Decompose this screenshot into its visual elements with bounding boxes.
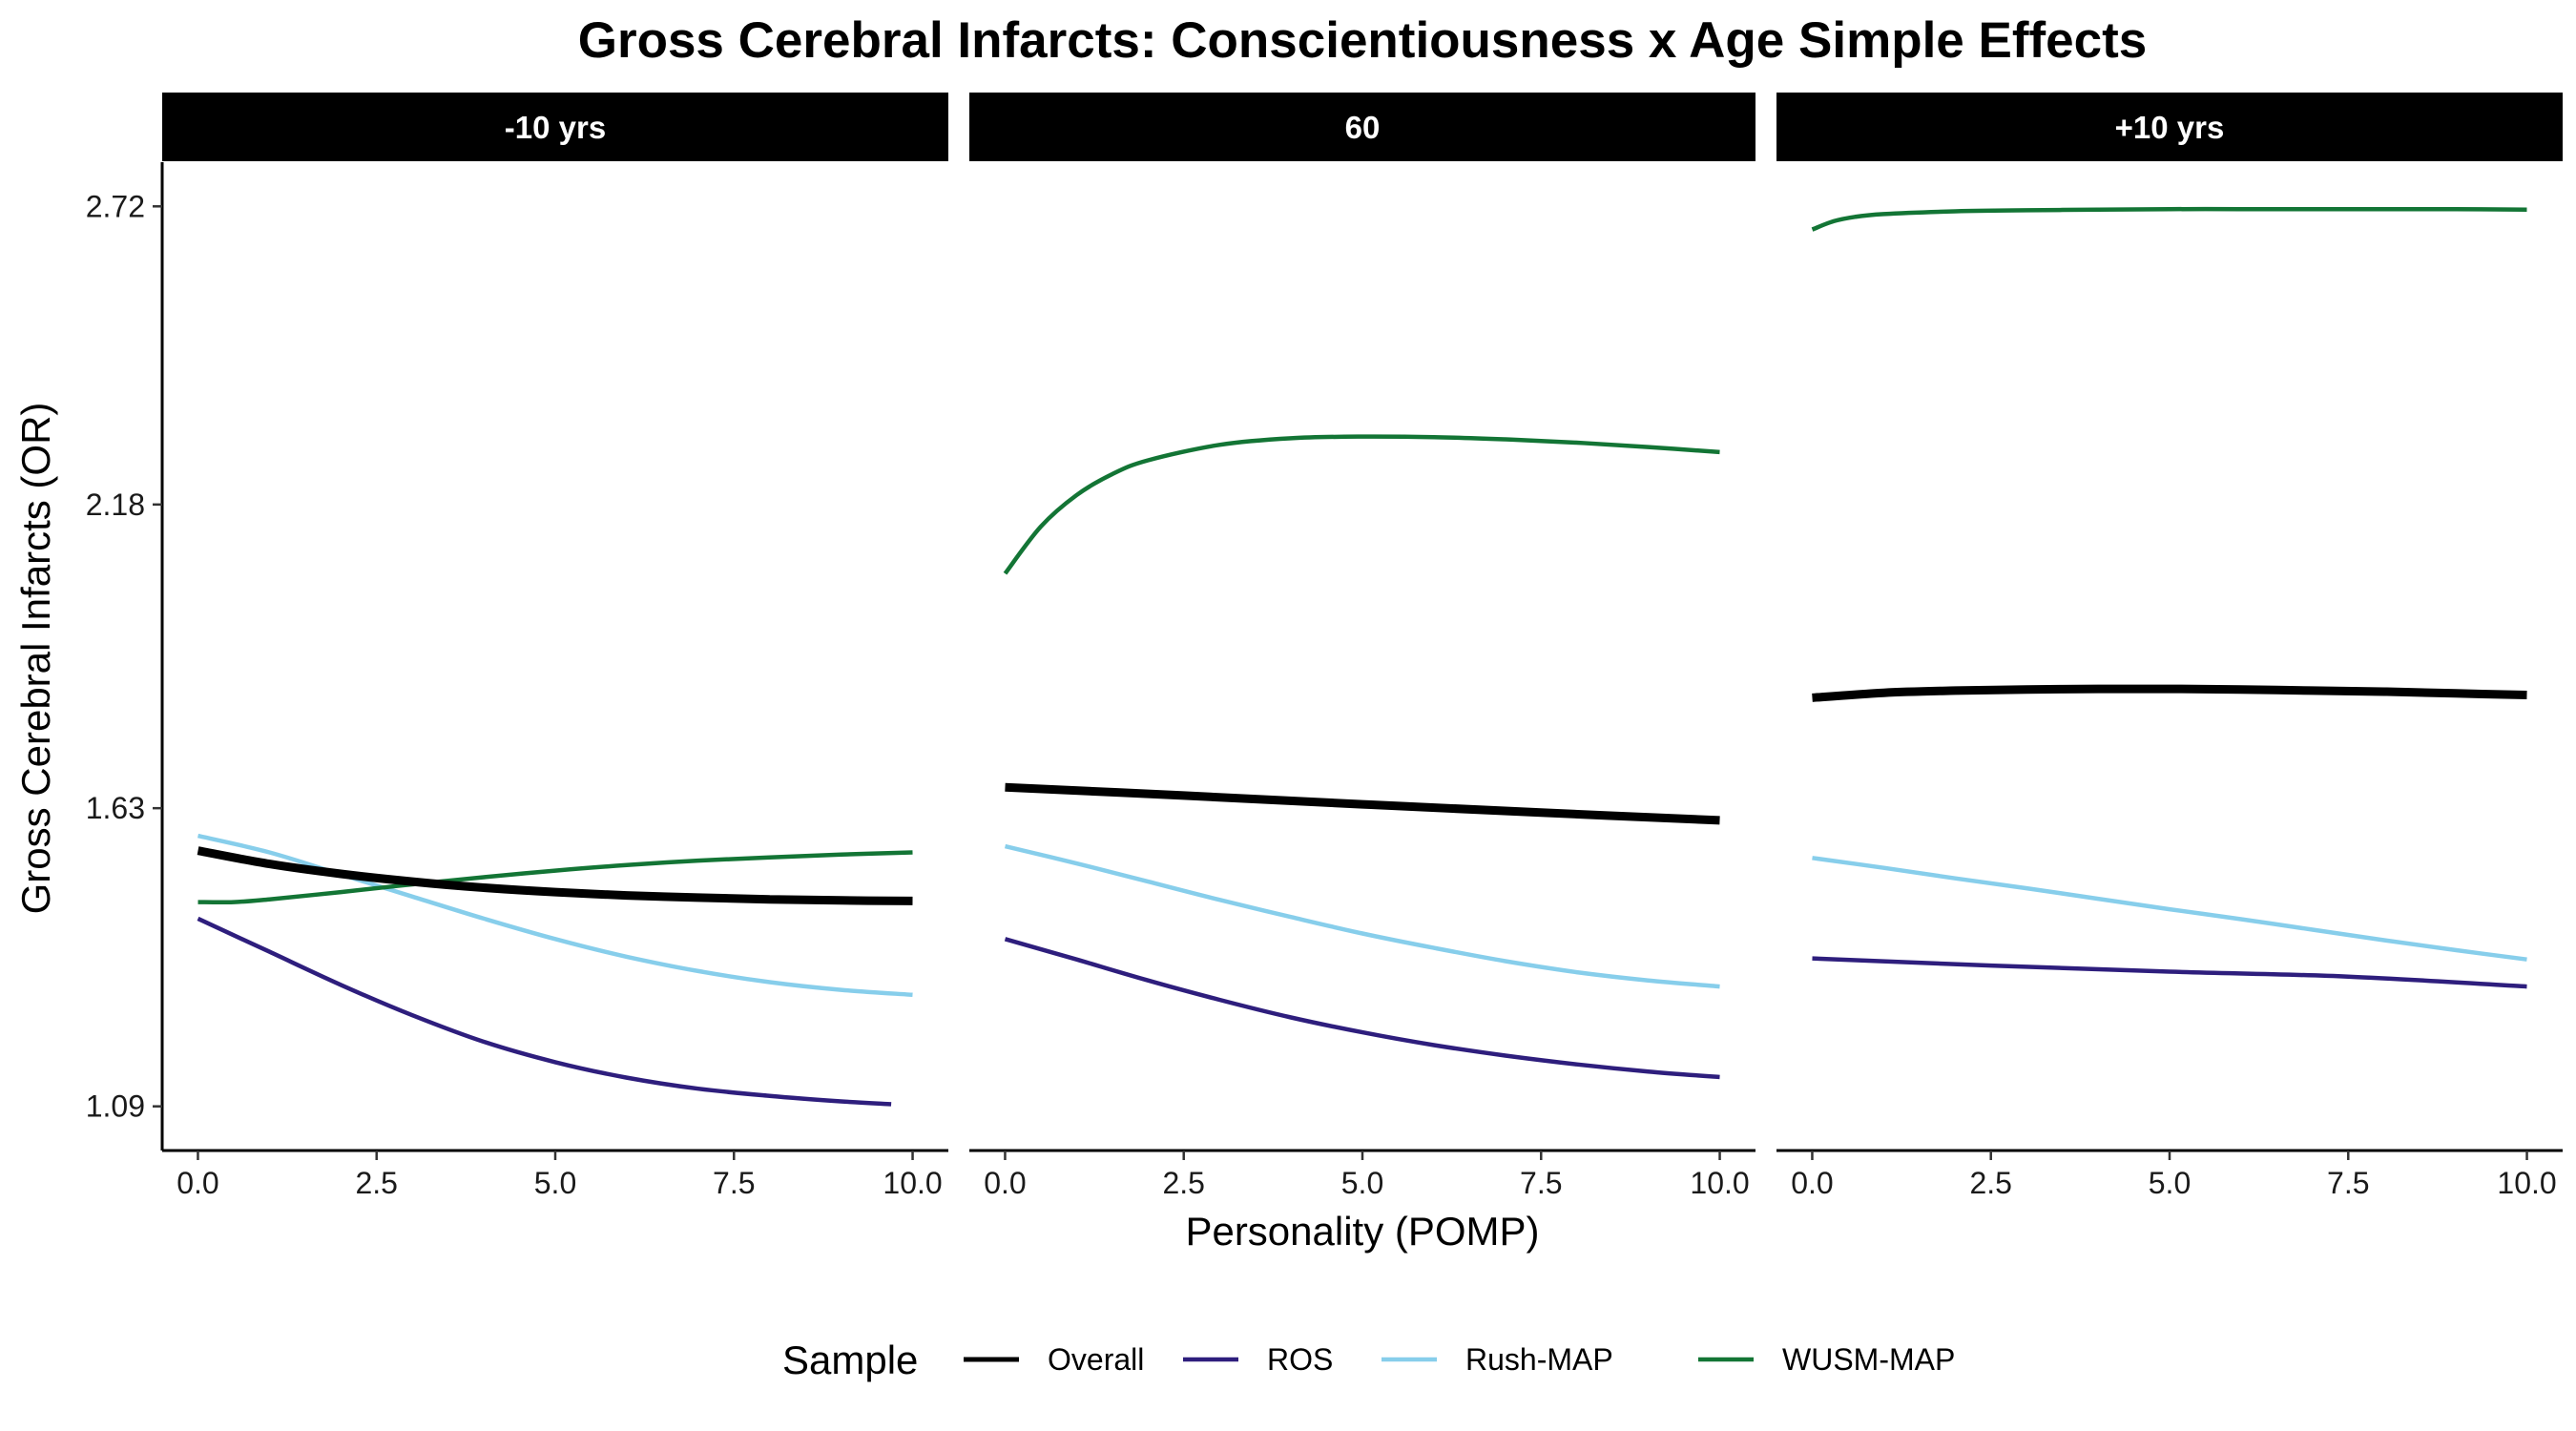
legend-label: Overall bbox=[1048, 1342, 1144, 1377]
legend-items: Overall ROS Rush-MAP WUSM-MAP bbox=[964, 1342, 1955, 1377]
y-axis-title: Gross Cerebral Infarcts (OR) bbox=[13, 403, 58, 915]
chart-title: Gross Cerebral Infarcts: Conscientiousne… bbox=[578, 12, 2148, 69]
legend-label: ROS bbox=[1267, 1342, 1333, 1377]
x-tick-label: 5.0 bbox=[534, 1166, 576, 1200]
x-tick-label: 7.5 bbox=[713, 1166, 755, 1200]
series-line-rush-map bbox=[1004, 843, 1720, 989]
x-tick-label: 10.0 bbox=[2497, 1166, 2556, 1200]
x-tick-label: 7.5 bbox=[1520, 1166, 1562, 1200]
x-tick-label: 0.0 bbox=[1791, 1166, 1833, 1200]
x-tick-label: 7.5 bbox=[2327, 1166, 2369, 1200]
series-line-rush-map bbox=[197, 833, 913, 998]
x-tick-label: 2.5 bbox=[355, 1166, 397, 1200]
facet-strip-label: +10 yrs bbox=[2115, 110, 2225, 145]
x-tick-label: 10.0 bbox=[1690, 1166, 1749, 1200]
x-axis-title: Personality (POMP) bbox=[1185, 1209, 1539, 1254]
facet-strip-label: 60 bbox=[1345, 110, 1381, 145]
series-line-overall bbox=[1005, 782, 1720, 825]
y-tick-label: 1.09 bbox=[86, 1089, 145, 1124]
x-tick-label: 2.5 bbox=[1162, 1166, 1204, 1200]
x-tick-label: 0.0 bbox=[177, 1166, 218, 1200]
series-line-ros bbox=[1004, 937, 1720, 1080]
y-tick-label: 1.63 bbox=[86, 791, 145, 825]
legend-label: WUSM-MAP bbox=[1782, 1342, 1955, 1377]
series-line-overall bbox=[1812, 684, 2527, 702]
facet-strip bbox=[1776, 93, 2563, 161]
y-axis: 1.09 1.63 2.18 2.72 bbox=[86, 162, 164, 1151]
x-tick-label: 0.0 bbox=[984, 1166, 1026, 1200]
series-line-wusm-map bbox=[1003, 434, 1720, 575]
facet-panel: 60 0.0 2.5 5.0 7.5 10.0 bbox=[969, 93, 1755, 1200]
y-tick-label: 2.72 bbox=[86, 189, 145, 223]
legend-title: Sample bbox=[782, 1338, 918, 1382]
x-tick-label: 5.0 bbox=[2149, 1166, 2191, 1200]
facet-panel: +10 yrs 0.0 2.5 5.0 7.5 10.0 bbox=[1776, 93, 2563, 1200]
series-line-ros bbox=[197, 916, 892, 1107]
y-tick-label: 2.18 bbox=[86, 487, 145, 522]
series-line-wusm-map bbox=[1811, 206, 2527, 232]
facet-panels: -10 yrs 0.0 2.5 5.0 7.5 10.0 60 0.0 2.5 5.0 7.5 10.… bbox=[162, 93, 2563, 1200]
x-tick-label: 5.0 bbox=[1341, 1166, 1383, 1200]
series-line-wusm-map bbox=[197, 850, 913, 905]
facet-panel: -10 yrs 0.0 2.5 5.0 7.5 10.0 bbox=[162, 93, 948, 1200]
facet-strip-label: -10 yrs bbox=[505, 110, 606, 145]
x-tick-label: 2.5 bbox=[1969, 1166, 2011, 1200]
x-tick-label: 10.0 bbox=[883, 1166, 942, 1200]
series-line-ros bbox=[1812, 956, 2527, 989]
facet-strip bbox=[969, 93, 1755, 161]
facet-strip bbox=[162, 93, 948, 161]
series-line-overall bbox=[197, 846, 913, 905]
legend: Sample Overall ROS Rush-MAP WUSM-MAP bbox=[782, 1338, 1955, 1382]
series-line-rush-map bbox=[1812, 856, 2527, 962]
legend-label: Rush-MAP bbox=[1465, 1342, 1613, 1377]
